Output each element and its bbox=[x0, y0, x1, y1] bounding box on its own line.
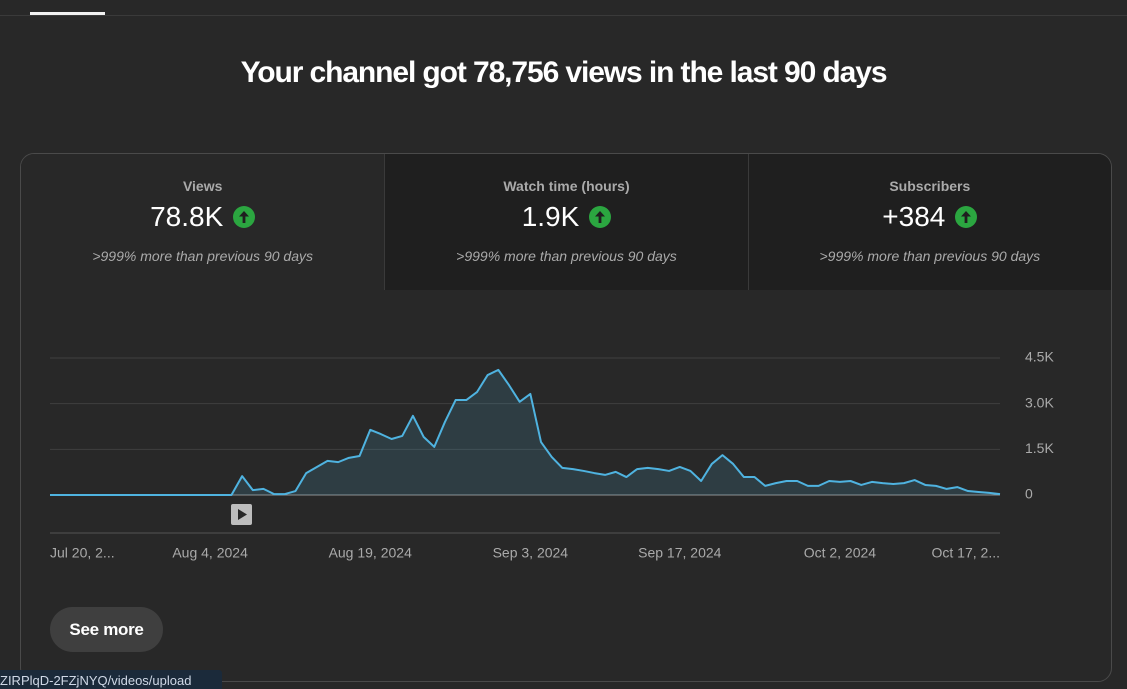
metric-value: +384 bbox=[882, 201, 946, 232]
chart: 4.5K 3.0K 1.5K 0 Jul 20, 2... Aug 4, 2024 Aug … bbox=[50, 349, 1054, 561]
see-more-button[interactable]: See more bbox=[50, 607, 163, 652]
up-icon bbox=[955, 206, 978, 228]
x-tick-label: Jul 20, 2... bbox=[50, 545, 115, 561]
status-bar-url: ZIRPlqD-2FZjNYQ/videos/upload bbox=[0, 670, 222, 689]
up-icon bbox=[589, 206, 612, 228]
page-title: Your channel got 78,756 views in the las… bbox=[240, 56, 888, 89]
metric-label: Subscribers bbox=[889, 178, 971, 194]
line bbox=[50, 368, 1001, 496]
metric-label: Watch time (hours) bbox=[503, 178, 630, 194]
metric-tab[interactable]: Subscribers +384 >999% more than previou… bbox=[747, 154, 1111, 290]
active-tab-indicator bbox=[30, 12, 105, 15]
analytics-card: Views 78.8K >999% more than previous 90 … bbox=[20, 153, 1112, 682]
metric-comparison: >999% more than previous 90 days bbox=[92, 248, 313, 264]
metric-value-row: +384 bbox=[749, 200, 1111, 234]
metric-tab[interactable]: Views 78.8K >999% more than previous 90 … bbox=[21, 154, 385, 290]
metric-tabs: Views 78.8K >999% more than previous 90 … bbox=[21, 154, 1111, 290]
x-tick-label: Sep 3, 2024 bbox=[493, 545, 569, 561]
x-tick-label: Oct 2, 2024 bbox=[804, 545, 877, 561]
metric-comparison: >999% more than previous 90 days bbox=[819, 248, 1041, 264]
divider bbox=[0, 15, 1127, 16]
plot: 4.5K 3.0K 1.5K 0 Jul 20, 2... Aug 4, 2024 Aug … bbox=[50, 349, 1054, 561]
metric-value: 1.9K bbox=[521, 201, 580, 232]
play-icon bbox=[238, 509, 247, 520]
metric-label: Views bbox=[182, 178, 223, 194]
up-icon bbox=[233, 206, 256, 228]
metric-value-row: 78.8K bbox=[21, 200, 384, 234]
x-tick-label: Sep 17, 2024 bbox=[638, 545, 722, 561]
y-tick-label: 4.5K bbox=[1025, 349, 1054, 365]
upload-marker[interactable] bbox=[231, 504, 252, 525]
y-tick-label: 1.5K bbox=[1025, 440, 1054, 456]
y-tick-label: 0 bbox=[1025, 486, 1033, 502]
y-tick-label: 3.0K bbox=[1025, 394, 1054, 410]
metric-comparison: >999% more than previous 90 days bbox=[456, 248, 677, 264]
metric-value-row: 1.9K bbox=[385, 200, 747, 234]
metric-tab[interactable]: Watch time (hours) 1.9K >999% more than … bbox=[384, 154, 748, 290]
x-tick-label: Oct 17, 2... bbox=[932, 545, 1000, 561]
x-tick-label: Aug 4, 2024 bbox=[172, 545, 248, 561]
metric-value: 78.8K bbox=[150, 201, 224, 232]
x-tick-label: Aug 19, 2024 bbox=[329, 545, 413, 561]
area-fill bbox=[50, 369, 1000, 495]
